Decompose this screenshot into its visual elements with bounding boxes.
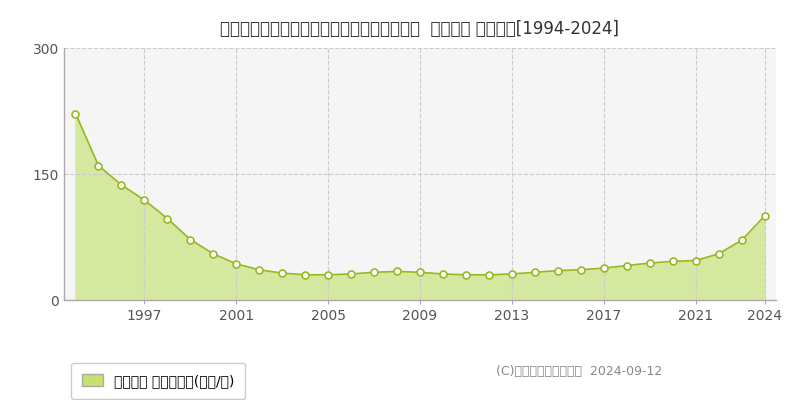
- Legend: 地価公示 平均坪単価(万円/坪): 地価公示 平均坪単価(万円/坪): [71, 363, 246, 399]
- Text: (C)土地価格ドットコム  2024-09-12: (C)土地価格ドットコム 2024-09-12: [496, 365, 662, 378]
- Title: 北海道札幌市中央区大通東７丁目１２番１外  地価公示 地価推移[1994-2024]: 北海道札幌市中央区大通東７丁目１２番１外 地価公示 地価推移[1994-2024…: [221, 20, 619, 38]
